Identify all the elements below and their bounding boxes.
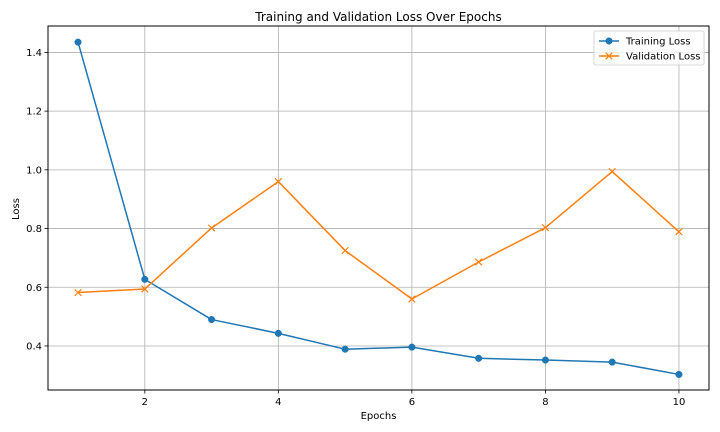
x-tick-label: 8 xyxy=(542,397,548,408)
validation-loss-point xyxy=(408,295,416,303)
legend-box xyxy=(593,30,705,66)
plot-frame xyxy=(47,25,710,391)
legend-entry-validation-loss: Validation Loss xyxy=(599,52,701,63)
y-tick-label: 1.0 xyxy=(26,165,42,176)
training-loss-series xyxy=(74,38,683,378)
legend-entry-training-loss: Training Loss xyxy=(599,37,691,48)
training-loss-point xyxy=(274,329,282,337)
training-loss-point xyxy=(208,315,216,324)
validation-loss-point xyxy=(541,223,550,232)
validation-loss-series xyxy=(74,167,683,303)
y-tick-label: 0.4 xyxy=(26,341,42,352)
validation-loss-line xyxy=(78,170,680,300)
training-loss-point xyxy=(675,370,683,378)
series-layer xyxy=(74,38,683,378)
training-loss-point xyxy=(608,358,616,366)
validation-loss-point xyxy=(341,246,349,255)
validation-loss-point xyxy=(474,258,483,266)
chart-title: Training and Validation Loss Over Epochs xyxy=(254,10,501,24)
training-loss-point xyxy=(408,343,416,351)
legend-label: Validation Loss xyxy=(626,52,701,63)
training-loss-point xyxy=(541,356,549,364)
x-tick-label: 6 xyxy=(409,397,415,408)
legend-swatch-marker xyxy=(605,52,613,60)
validation-loss-point xyxy=(608,167,616,176)
training-loss-point xyxy=(341,345,349,353)
training-loss-point xyxy=(74,38,82,46)
legend: Training Loss Validation Loss xyxy=(593,30,705,66)
y-tick-label: 0.8 xyxy=(26,224,42,235)
y-tick-label: 1.4 xyxy=(26,48,42,59)
validation-loss-point xyxy=(675,228,683,236)
validation-loss-point xyxy=(207,224,216,232)
legend-label: Training Loss xyxy=(625,37,691,48)
x-tick-label: 10 xyxy=(673,397,686,408)
training-loss-line xyxy=(77,41,680,376)
training-loss-point xyxy=(475,354,483,362)
x-axis-ticks: 2 4 6 8 10 xyxy=(142,390,686,408)
y-tick-label: 1.2 xyxy=(26,107,42,118)
x-axis-label: Epochs xyxy=(361,411,397,422)
legend-swatch-marker xyxy=(605,37,613,45)
validation-loss-point xyxy=(74,288,82,297)
validation-loss-point xyxy=(274,177,283,186)
validation-loss-point xyxy=(141,285,149,293)
y-axis-label: Loss xyxy=(11,198,22,220)
y-axis-ticks: 0.4 0.6 0.8 1.0 1.2 1.4 xyxy=(26,48,48,352)
y-tick-label: 0.6 xyxy=(26,283,42,294)
x-tick-label: 4 xyxy=(275,397,281,408)
training-loss-point xyxy=(141,275,149,283)
x-tick-label: 2 xyxy=(142,397,148,408)
